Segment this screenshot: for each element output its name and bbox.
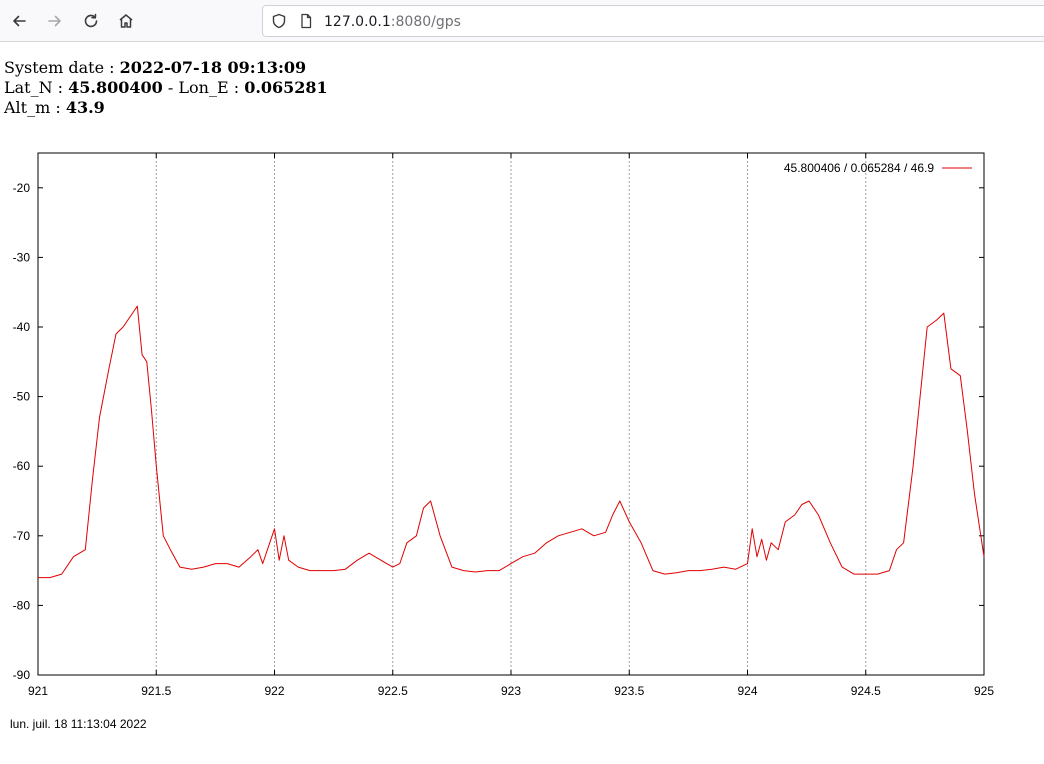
y-tick-label: -20	[13, 181, 31, 195]
lon-label: Lon_E :	[178, 78, 245, 97]
forward-arrow-icon	[48, 15, 61, 27]
y-tick-label: -80	[13, 598, 31, 612]
gps-info: System date : 2022-07-18 09:13:09 Lat_N …	[4, 58, 328, 118]
position-line: Lat_N : 45.800400 - Lon_E : 0.065281	[4, 78, 328, 98]
alt-label: Alt_m :	[4, 98, 66, 117]
reload-icon	[84, 13, 98, 28]
y-tick-label: -70	[13, 529, 31, 543]
x-tick-label: 922	[264, 684, 284, 698]
tick-layer: 921 921.5 922 922.5 923 923.5 924 924.5 925 -20 -3…	[13, 153, 994, 698]
y-tick-label: -90	[13, 668, 31, 682]
series-layer	[38, 305, 985, 579]
home-icon	[119, 14, 133, 28]
url-path: :8080/gps	[390, 14, 461, 30]
back-button[interactable]	[5, 7, 33, 35]
url-bar[interactable]: 127.0.0.1:8080/gps	[262, 5, 1044, 37]
x-tick-label: 922.5	[378, 684, 408, 698]
y-tick-label: -50	[13, 390, 31, 404]
lat-label: Lat_N :	[4, 78, 69, 97]
system-date-value: 2022-07-18 09:13:09	[119, 58, 307, 77]
system-date-line: System date : 2022-07-18 09:13:09	[4, 58, 328, 78]
system-date-label: System date :	[4, 58, 120, 77]
y-tick-label: -40	[13, 320, 31, 334]
y-tick-label: -60	[13, 459, 31, 473]
reload-button[interactable]	[77, 7, 105, 35]
footer-timestamp: lun. juil. 18 11:13:04 2022	[10, 717, 147, 731]
url-text[interactable]: 127.0.0.1:8080/gps	[324, 14, 461, 30]
home-button[interactable]	[112, 7, 140, 35]
grid-layer	[155, 153, 867, 675]
x-tick-label: 924.5	[851, 684, 881, 698]
url-host: 127.0.0.1	[324, 14, 391, 30]
page-icon[interactable]	[298, 13, 314, 29]
lat-value: 45.800400	[68, 78, 163, 97]
legend: 45.800406 / 0.065284 / 46.9	[784, 161, 972, 175]
x-tick-label: 921	[28, 684, 48, 698]
back-arrow-icon	[13, 15, 26, 27]
browser-toolbar: 127.0.0.1:8080/gps	[0, 0, 1044, 42]
x-tick-label: 924	[737, 684, 757, 698]
alt-value: 43.9	[65, 98, 105, 117]
signal-chart: 921 921.5 922 922.5 923 923.5 924 924.5 925 -20 -3…	[10, 152, 994, 731]
lon-value: 0.065281	[244, 78, 328, 97]
legend-label: 45.800406 / 0.065284 / 46.9	[784, 161, 934, 175]
shield-icon[interactable]	[271, 13, 287, 29]
x-tick-label: 921.5	[141, 684, 171, 698]
y-tick-label: -30	[13, 250, 31, 264]
series-line	[38, 305, 985, 579]
altitude-line: Alt_m : 43.9	[4, 98, 328, 118]
x-tick-label: 923	[501, 684, 521, 698]
coord-separator: -	[162, 78, 179, 97]
forward-button[interactable]	[41, 7, 69, 35]
x-tick-label: 923.5	[614, 684, 644, 698]
x-tick-label: 925	[974, 684, 994, 698]
